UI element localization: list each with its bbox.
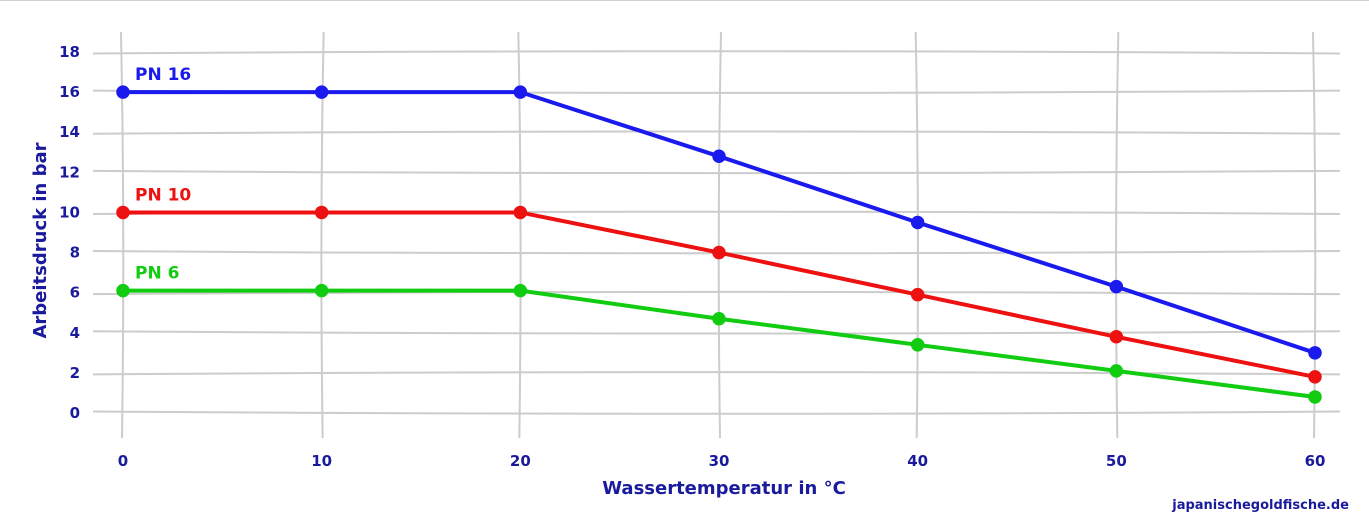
series-label: PN 6 — [135, 264, 179, 284]
data-point — [513, 85, 528, 99]
gridline-v — [1115, 31, 1120, 439]
data-point — [712, 149, 726, 164]
gridline-h — [92, 290, 1341, 296]
data-point — [712, 245, 726, 260]
gridline-h — [92, 169, 1341, 175]
data-point — [116, 85, 130, 99]
x-tick-label: 0 — [118, 452, 128, 470]
data-point — [910, 287, 925, 302]
gridline-h — [92, 330, 1341, 335]
y-axis-title: Arbeitsdruck in bar — [30, 142, 51, 338]
y-tick-label: 4 — [70, 324, 80, 342]
y-tick-label: 8 — [70, 244, 80, 262]
tick-labels: 0 2 4 6 8 10 12 14 16 18 0 10 20 30 40 50 60 — [59, 43, 1325, 470]
data-points — [116, 85, 1322, 404]
y-tick-label: 0 — [70, 404, 80, 422]
data-point — [1109, 364, 1124, 378]
y-tick-label: 12 — [59, 163, 80, 181]
gridline-h — [92, 50, 1341, 55]
data-point — [116, 283, 130, 298]
x-tick-label: 10 — [311, 452, 332, 470]
x-tick-label: 60 — [1305, 452, 1326, 470]
gridline-v — [717, 31, 722, 439]
data-point — [1109, 279, 1124, 294]
y-tick-label: 18 — [59, 43, 80, 61]
data-point — [314, 205, 329, 220]
data-point — [116, 205, 130, 220]
top-border — [0, 0, 1369, 1]
x-tick-label: 40 — [907, 452, 928, 470]
data-point — [1109, 330, 1124, 344]
gridline-v — [914, 31, 919, 439]
data-point — [513, 205, 528, 220]
data-point — [1308, 370, 1322, 384]
series-labels: PN 16 PN 10 PN 6 — [135, 65, 191, 284]
gridline-h — [92, 130, 1341, 135]
x-tick-label: 50 — [1106, 452, 1127, 470]
y-tick-label: 10 — [59, 203, 80, 221]
data-point — [314, 85, 329, 99]
series-label: PN 10 — [135, 185, 191, 205]
y-tick-label: 14 — [59, 123, 80, 141]
gridline-h — [92, 410, 1341, 415]
x-tick-label: 20 — [510, 452, 531, 470]
data-point — [513, 283, 528, 298]
series-label: PN 16 — [135, 65, 191, 85]
credit-text: japanischegoldfische.de — [1172, 498, 1349, 513]
data-point — [1308, 390, 1322, 404]
x-tick-label: 30 — [709, 452, 730, 470]
y-tick-label: 16 — [59, 83, 80, 101]
gridline-h — [92, 371, 1341, 376]
data-point — [910, 338, 925, 352]
data-point — [314, 283, 329, 298]
data-point — [1308, 346, 1322, 360]
y-tick-label: 6 — [70, 284, 80, 302]
data-point — [712, 311, 726, 326]
data-point — [910, 215, 925, 230]
y-tick-label: 2 — [70, 364, 80, 382]
x-axis-title: Wassertemperatur in °C — [602, 478, 846, 499]
